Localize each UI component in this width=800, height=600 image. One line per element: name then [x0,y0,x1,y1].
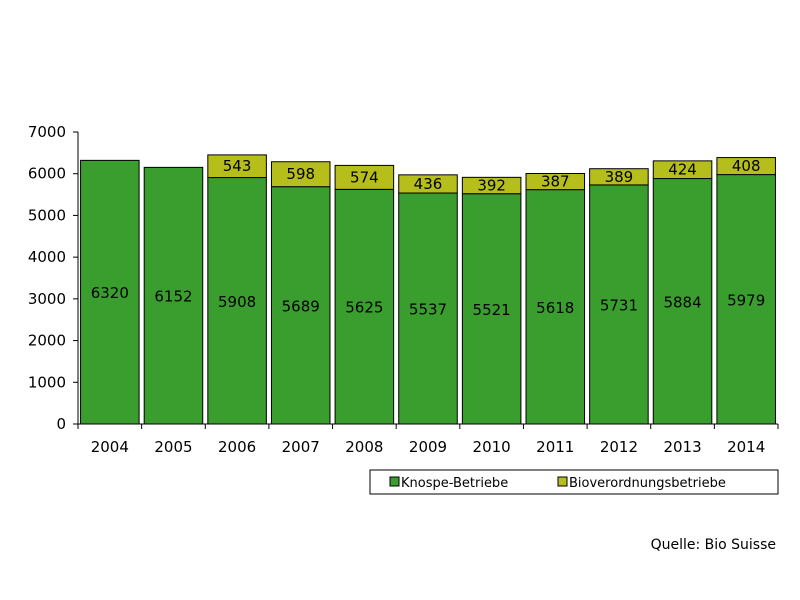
legend-label-1: Knospe-Betriebe [401,476,508,491]
data-label-knospe-2005: 6152 [154,288,192,306]
bar-bioverordnung-2012 [589,168,649,186]
x-tick-label: 2005 [154,438,192,456]
x-tick-label: 2009 [409,438,447,456]
data-label-bioverordnung-2013: 424 [668,161,697,179]
y-tick-label: 5000 [28,206,66,224]
legend-swatch-2 [557,476,568,487]
data-label-knospe-2013: 5884 [663,293,701,311]
data-label-bioverordnung-2014: 408 [732,157,761,175]
bar-knospe-2008 [334,188,395,425]
y-tick-label: 3000 [28,290,66,308]
data-label-bioverordnung-2006: 543 [223,157,252,175]
legend-label-2: Bioverordnungsbetriebe [569,476,726,491]
x-tick-label: 2004 [91,438,129,456]
bar-bioverordnung-2006 [207,154,267,179]
bar-knospe-2009 [398,192,458,425]
x-tick-label: 2006 [218,438,256,456]
bar-knospe-2004 [80,159,140,425]
data-label-knospe-2010: 5521 [473,301,511,319]
bar-knospe-2006 [207,177,267,425]
bar-knospe-2011 [525,189,586,425]
data-label-knospe-2004: 6320 [91,284,129,302]
data-label-bioverordnung-2008: 574 [350,168,379,186]
y-tick-label: 6000 [28,165,66,183]
bar-knospe-2014 [716,174,776,425]
x-tick-label: 2010 [473,438,511,456]
x-tick-label: 2007 [282,438,320,456]
data-label-knospe-2008: 5625 [345,299,383,317]
data-label-bioverordnung-2007: 598 [286,165,315,183]
y-tick-label: 0 [56,415,66,433]
bar-knospe-2010 [461,193,522,425]
bar-knospe-2007 [270,186,331,425]
x-tick-label: 2011 [536,438,574,456]
x-tick-label: 2014 [727,438,765,456]
bar-bioverordnung-2008 [334,164,395,190]
data-label-knospe-2011: 5618 [536,299,574,317]
bar-bioverordnung-2011 [525,173,586,191]
y-tick-label: 7000 [28,123,66,141]
bar-bioverordnung-2014 [716,157,776,176]
data-label-bioverordnung-2009: 436 [414,175,443,193]
chart-bars: 6320 6152 5908 543 5689 598 5625 574 5537 436 5521… [80,154,776,425]
chart-legend: Knospe-Betriebe Bioverordnungsbetriebe [369,469,779,495]
bar-bioverordnung-2009 [398,174,458,194]
data-label-knospe-2009: 5537 [409,301,447,319]
data-label-knospe-2014: 5979 [727,291,765,309]
bar-knospe-2012 [589,184,649,425]
data-label-bioverordnung-2011: 387 [541,173,570,191]
source-note: Quelle: Bio Suisse [650,537,776,553]
legend-swatch-1 [389,476,400,487]
data-label-knospe-2006: 5908 [218,293,256,311]
y-tick-label: 2000 [28,332,66,350]
bar-knospe-2005 [143,166,204,425]
data-label-bioverordnung-2010: 392 [477,177,506,195]
x-tick-label: 2013 [663,438,701,456]
bar-bioverordnung-2010 [461,176,522,195]
legend-box [369,469,779,495]
bar-bioverordnung-2007 [270,161,331,188]
x-tick-label: 2008 [345,438,383,456]
data-label-knospe-2007: 5689 [282,297,320,315]
y-tick-label: 1000 [28,373,66,391]
bar-knospe-2013 [652,178,713,425]
chart-axes: 0 1000 2000 3000 4000 5000 6000 7000 2004 2005 200… [28,123,779,456]
bar-bioverordnung-2013 [652,160,713,180]
data-label-knospe-2012: 5731 [600,296,638,314]
x-tick-label: 2012 [600,438,638,456]
y-tick-label: 4000 [28,248,66,266]
data-label-bioverordnung-2012: 389 [605,168,634,186]
